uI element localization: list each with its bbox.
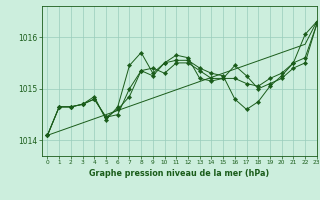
- X-axis label: Graphe pression niveau de la mer (hPa): Graphe pression niveau de la mer (hPa): [89, 169, 269, 178]
